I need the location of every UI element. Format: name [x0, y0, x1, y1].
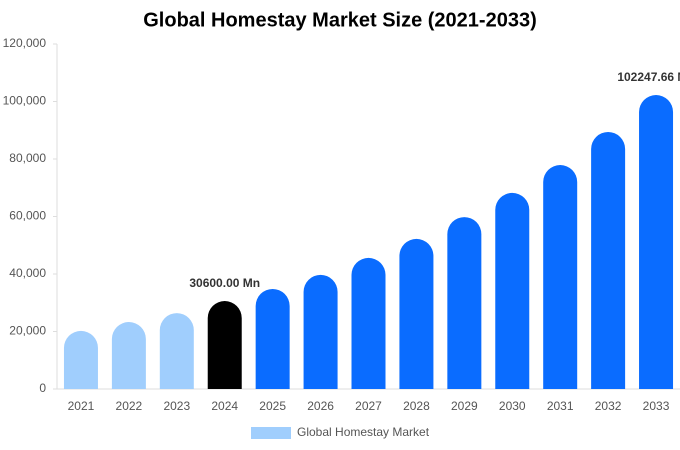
legend-label: Global Homestay Market [297, 425, 430, 439]
bar [639, 95, 674, 390]
x-tick-label: 2026 [307, 399, 334, 413]
x-tick-label: 2030 [499, 399, 526, 413]
y-tick-label: 80,000 [9, 151, 46, 165]
legend-swatch [251, 427, 291, 439]
y-tick-label: 60,000 [9, 209, 46, 223]
data-label: 102247.66 Mn [617, 70, 680, 84]
x-tick-label: 2027 [355, 399, 382, 413]
bar [63, 330, 98, 389]
bar [303, 274, 338, 389]
x-tick-label: 2029 [451, 399, 478, 413]
y-tick-label: 20,000 [9, 324, 46, 338]
x-tick-label: 2033 [643, 399, 670, 413]
bar [591, 131, 626, 389]
x-tick-label: 2024 [211, 399, 238, 413]
bar [111, 322, 146, 389]
bar [351, 257, 386, 389]
bar [543, 165, 578, 389]
bar [399, 238, 434, 389]
bar [159, 313, 194, 389]
x-tick-label: 2032 [595, 399, 622, 413]
bar [495, 192, 530, 389]
bar [207, 301, 242, 389]
x-tick-label: 2021 [68, 399, 95, 413]
y-tick-label: 40,000 [9, 266, 46, 280]
bar [255, 288, 290, 389]
x-tick-label: 2031 [547, 399, 574, 413]
x-tick-label: 2023 [163, 399, 190, 413]
data-label: 30600.00 Mn [189, 276, 260, 290]
y-tick-label: 120,000 [3, 36, 47, 50]
chart-title: Global Homestay Market Size (2021-2033) [143, 9, 537, 31]
y-tick-label: 100,000 [3, 94, 47, 108]
x-tick-label: 2025 [259, 399, 286, 413]
x-tick-label: 2028 [403, 399, 430, 413]
x-tick-label: 2022 [116, 399, 143, 413]
y-tick-label: 0 [39, 381, 46, 395]
bar [447, 217, 482, 389]
